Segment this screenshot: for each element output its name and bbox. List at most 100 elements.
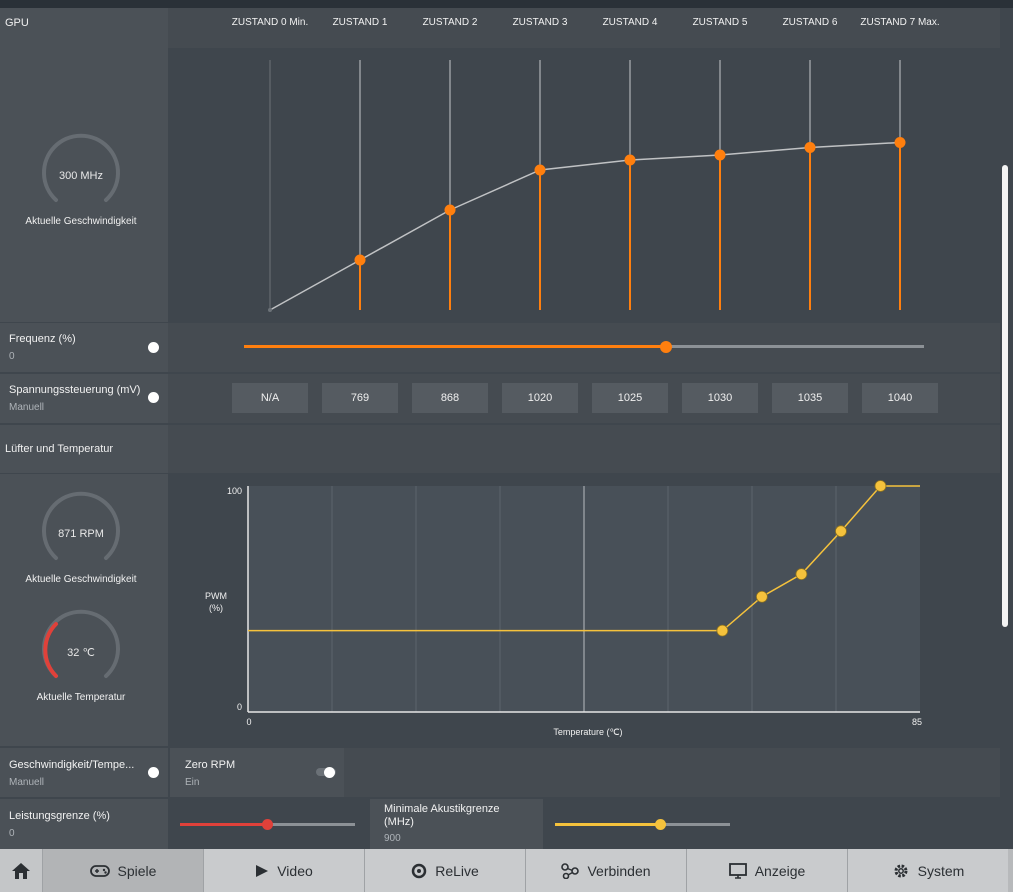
state-header: ZUSTAND 2 [422,17,478,28]
voltage-value-box[interactable]: 769 [322,383,398,413]
frequency-value: 0 [9,351,15,362]
state-header: ZUSTAND 6 [782,17,838,28]
power-limit-label: Leistungsgrenze (%) [9,810,110,822]
nav-video-label: Video [277,862,313,879]
state-point[interactable] [894,137,906,148]
zero-rpm-panel [170,748,344,797]
gpu-speed-value: 300 MHz [58,170,104,182]
acoustic-slider-thumb[interactable] [654,819,666,830]
acoustic-label: Minimale Akustikgrenze (MHz) [384,803,500,828]
acoustic-value: 900 [384,833,401,844]
frequency-panel [0,323,168,372]
state-header: ZUSTAND 3 [512,17,568,28]
fan-y-max-label: 100 [227,486,242,496]
fan-y-axis-label: PWM [205,591,227,601]
nav-anzeige-label: Anzeige [754,862,806,879]
fan-x-max-label: 85 [912,717,922,727]
gpu-state-chart[interactable] [168,48,1000,322]
state-header: ZUSTAND 1 [332,17,388,28]
frequency-toggle[interactable] [148,342,159,353]
state-header: ZUSTAND 7 Max. [860,17,940,28]
fan-speed-caption: Aktuelle Geschwindigkeit [25,574,137,585]
voltage-value-box[interactable]: 1025 [592,383,668,413]
zero-rpm-value: Ein [185,777,200,788]
voltage-value-box[interactable]: 1040 [862,383,938,413]
voltage-label: Spannungssteuerung (mV) [9,384,141,396]
power-limit-slider-fill [180,823,268,826]
state-point[interactable] [714,149,726,161]
state-header: ZUSTAND 4 [602,17,658,28]
fan-y-min-label: 0 [237,702,242,712]
fan-speed-gauge [42,491,120,560]
state-header: ZUSTAND 0 Min. [231,17,309,28]
speed-temp-panel [0,748,168,797]
nav-verbinden-label: Verbinden [587,862,651,879]
state-point[interactable] [624,154,636,166]
acoustic-slider-fill [555,823,660,826]
monitor-icon [728,862,747,879]
temperature-gauge [42,609,120,678]
gpu-speed-caption: Aktuelle Geschwindigkeit [25,216,137,227]
nav-system-label: System [917,862,965,879]
voltage-value-box[interactable]: 1030 [682,383,758,413]
voltage-value-box[interactable]: 868 [412,383,488,413]
fan-curve-point[interactable] [874,480,887,492]
gpu-section-label: GPU [5,17,29,29]
fan-curve-point[interactable] [795,568,808,581]
state-point[interactable] [804,142,816,153]
voltage-panel [0,374,168,423]
power-limit-slider-thumb[interactable] [262,819,273,830]
fan-section-label: Lüfter und Temperatur [5,443,114,455]
nav-relive[interactable]: ReLive [364,849,525,892]
voltage-value-box[interactable]: N/A [232,383,308,413]
nav-spiele-label: Spiele [117,862,157,879]
window-top-border [0,0,1013,8]
fan-curve-chart[interactable]: 100 00 85 PWM (%) Temperature (℃) [168,474,1000,746]
home-icon [12,862,30,879]
voltage-value-box[interactable]: 1020 [502,383,578,413]
power-limit-panel [0,799,168,849]
zero-rpm-toggle[interactable] [324,767,335,778]
fan-y-axis-unit: (%) [209,603,223,613]
state-point[interactable] [534,164,546,176]
connect-icon [561,862,580,879]
gamepad-icon [89,864,110,877]
fan-curve-point[interactable] [835,525,847,538]
state-curve-line [269,141,901,311]
zero-rpm-label: Zero RPM [185,759,236,771]
fan-curve-point[interactable] [716,624,729,637]
voltage-value-box[interactable]: 1035 [772,383,848,413]
frequency-slider-thumb[interactable] [659,341,672,353]
fan-speed-value: 871 RPM [58,528,104,540]
fan-curve-point[interactable] [755,590,768,603]
scrollbar[interactable] [1002,165,1008,627]
frequency-slider-fill [244,345,666,348]
speed-temp-mode: Manuell [9,777,45,788]
state-point[interactable] [444,204,456,216]
state-point [268,308,272,312]
voltage-toggle[interactable] [148,392,159,403]
nav-verbinden[interactable]: Verbinden [525,849,686,892]
nav-spiele[interactable]: Spiele [42,849,203,892]
home-button[interactable] [0,849,42,892]
acoustic-panel [370,799,543,849]
relive-icon [411,863,427,878]
temperature-caption: Aktuelle Temperatur [36,692,126,703]
state-header: ZUSTAND 5 [692,17,748,28]
nav-relive-label: ReLive [435,862,479,879]
state-point[interactable] [354,254,366,266]
fan-x-axis-label: Temperature (℃) [553,727,622,737]
nav-anzeige[interactable]: Anzeige [686,849,847,892]
gpu-label-panel [0,8,168,48]
nav-video[interactable]: Video [203,849,364,892]
frequency-label: Frequenz (%) [9,333,76,345]
nav-system[interactable]: System [847,849,1008,892]
fan-label-panel [0,425,168,473]
voltage-mode: Manuell [9,402,45,413]
power-limit-value: 0 [9,828,15,839]
gpu-gauge-panel [0,48,168,322]
bottom-nav: Spiele Video ReLive Verbinden Anzeige Sy… [0,849,1013,892]
speed-temp-toggle[interactable] [148,767,159,778]
gear-icon [894,864,908,877]
speed-temp-label: Geschwindigkeit/Tempe... [9,759,135,771]
